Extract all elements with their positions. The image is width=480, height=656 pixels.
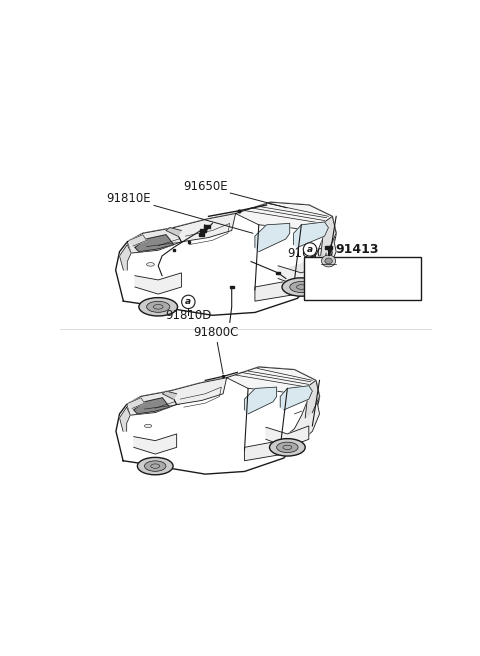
Ellipse shape bbox=[322, 255, 336, 267]
Polygon shape bbox=[294, 222, 328, 247]
Polygon shape bbox=[135, 273, 181, 294]
Polygon shape bbox=[116, 367, 320, 474]
Ellipse shape bbox=[146, 301, 170, 312]
Ellipse shape bbox=[282, 278, 321, 297]
Text: 91413: 91413 bbox=[336, 243, 379, 256]
Polygon shape bbox=[127, 228, 181, 253]
Bar bbox=[204, 225, 210, 228]
Ellipse shape bbox=[325, 258, 332, 264]
Polygon shape bbox=[135, 235, 174, 252]
Polygon shape bbox=[255, 224, 290, 252]
Polygon shape bbox=[244, 396, 320, 461]
Bar bbox=[199, 234, 204, 236]
Polygon shape bbox=[129, 235, 146, 246]
Polygon shape bbox=[134, 434, 177, 454]
Polygon shape bbox=[120, 245, 131, 270]
Polygon shape bbox=[127, 391, 177, 415]
Ellipse shape bbox=[137, 457, 173, 475]
Circle shape bbox=[303, 243, 317, 256]
Polygon shape bbox=[166, 228, 181, 236]
Ellipse shape bbox=[269, 439, 305, 456]
Polygon shape bbox=[244, 387, 276, 414]
Circle shape bbox=[181, 295, 195, 308]
Polygon shape bbox=[266, 426, 309, 447]
Text: a: a bbox=[185, 297, 192, 306]
Polygon shape bbox=[305, 380, 320, 418]
Polygon shape bbox=[169, 378, 227, 405]
Polygon shape bbox=[236, 202, 332, 234]
Ellipse shape bbox=[144, 424, 152, 428]
Bar bbox=[325, 246, 332, 249]
Text: 91810E: 91810E bbox=[107, 192, 253, 234]
Text: 91810D: 91810D bbox=[165, 309, 212, 322]
Bar bbox=[276, 272, 280, 274]
Polygon shape bbox=[174, 213, 236, 242]
Polygon shape bbox=[227, 367, 316, 396]
Polygon shape bbox=[134, 398, 169, 414]
Polygon shape bbox=[321, 216, 336, 256]
Polygon shape bbox=[255, 234, 336, 301]
Bar bbox=[201, 229, 205, 232]
Bar bbox=[230, 286, 234, 288]
Polygon shape bbox=[162, 391, 177, 399]
Ellipse shape bbox=[144, 461, 166, 471]
Ellipse shape bbox=[139, 298, 178, 316]
FancyBboxPatch shape bbox=[304, 257, 421, 300]
Polygon shape bbox=[120, 407, 130, 431]
Text: 91650D: 91650D bbox=[287, 247, 333, 260]
Text: 91650E: 91650E bbox=[183, 180, 287, 208]
Polygon shape bbox=[280, 386, 312, 410]
Text: 91800C: 91800C bbox=[193, 327, 238, 374]
Polygon shape bbox=[129, 398, 144, 409]
Polygon shape bbox=[116, 202, 336, 316]
Ellipse shape bbox=[146, 262, 155, 266]
Ellipse shape bbox=[290, 281, 313, 293]
Ellipse shape bbox=[276, 442, 298, 453]
Polygon shape bbox=[278, 264, 324, 287]
Text: a: a bbox=[307, 245, 313, 254]
Polygon shape bbox=[284, 256, 323, 290]
